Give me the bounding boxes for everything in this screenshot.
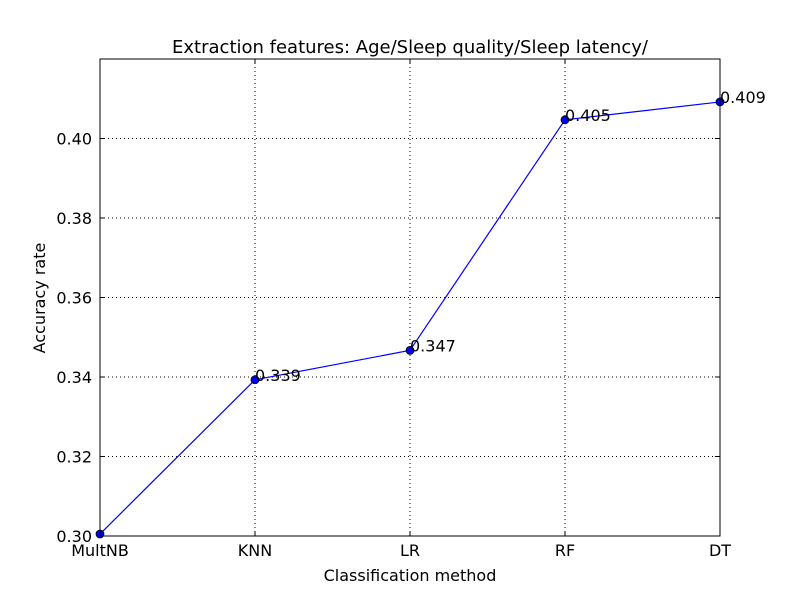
- data-label: 0.339: [255, 366, 301, 385]
- grid-lines: [100, 59, 720, 536]
- data-point: [560, 115, 570, 125]
- y-tick-label: 0.38: [56, 209, 92, 228]
- data-label: 0.409: [720, 88, 766, 107]
- y-axis-ticks: 0.30 0.32 0.34 0.36 0.38 0.40: [56, 130, 720, 546]
- y-tick-label: 0.30: [56, 527, 92, 546]
- data-point: [405, 345, 415, 355]
- x-axis-label: Classification method: [324, 566, 497, 585]
- x-tick-label: MultNB: [71, 541, 129, 560]
- y-tick-label: 0.34: [56, 368, 92, 387]
- x-tick-label: RF: [555, 541, 575, 560]
- data-label: 0.405: [565, 106, 611, 125]
- x-tick-label: KNN: [238, 541, 272, 560]
- y-tick-label: 0.36: [56, 289, 92, 308]
- chart-title: Extraction features: Age/Sleep quality/S…: [172, 37, 649, 58]
- y-axis-label: Accuracy rate: [30, 243, 49, 354]
- data-point: [250, 375, 260, 385]
- x-tick-label: LR: [400, 541, 420, 560]
- y-tick-label: 0.32: [56, 448, 92, 467]
- data-label: 0.347: [410, 336, 456, 355]
- x-axis-ticks: MultNB KNN LR RF DT: [71, 59, 731, 560]
- y-tick-label: 0.40: [56, 130, 92, 149]
- x-tick-label: DT: [709, 541, 731, 560]
- data-series: [95, 97, 725, 539]
- data-labels: 0.339 0.347 0.405 0.409: [255, 88, 766, 385]
